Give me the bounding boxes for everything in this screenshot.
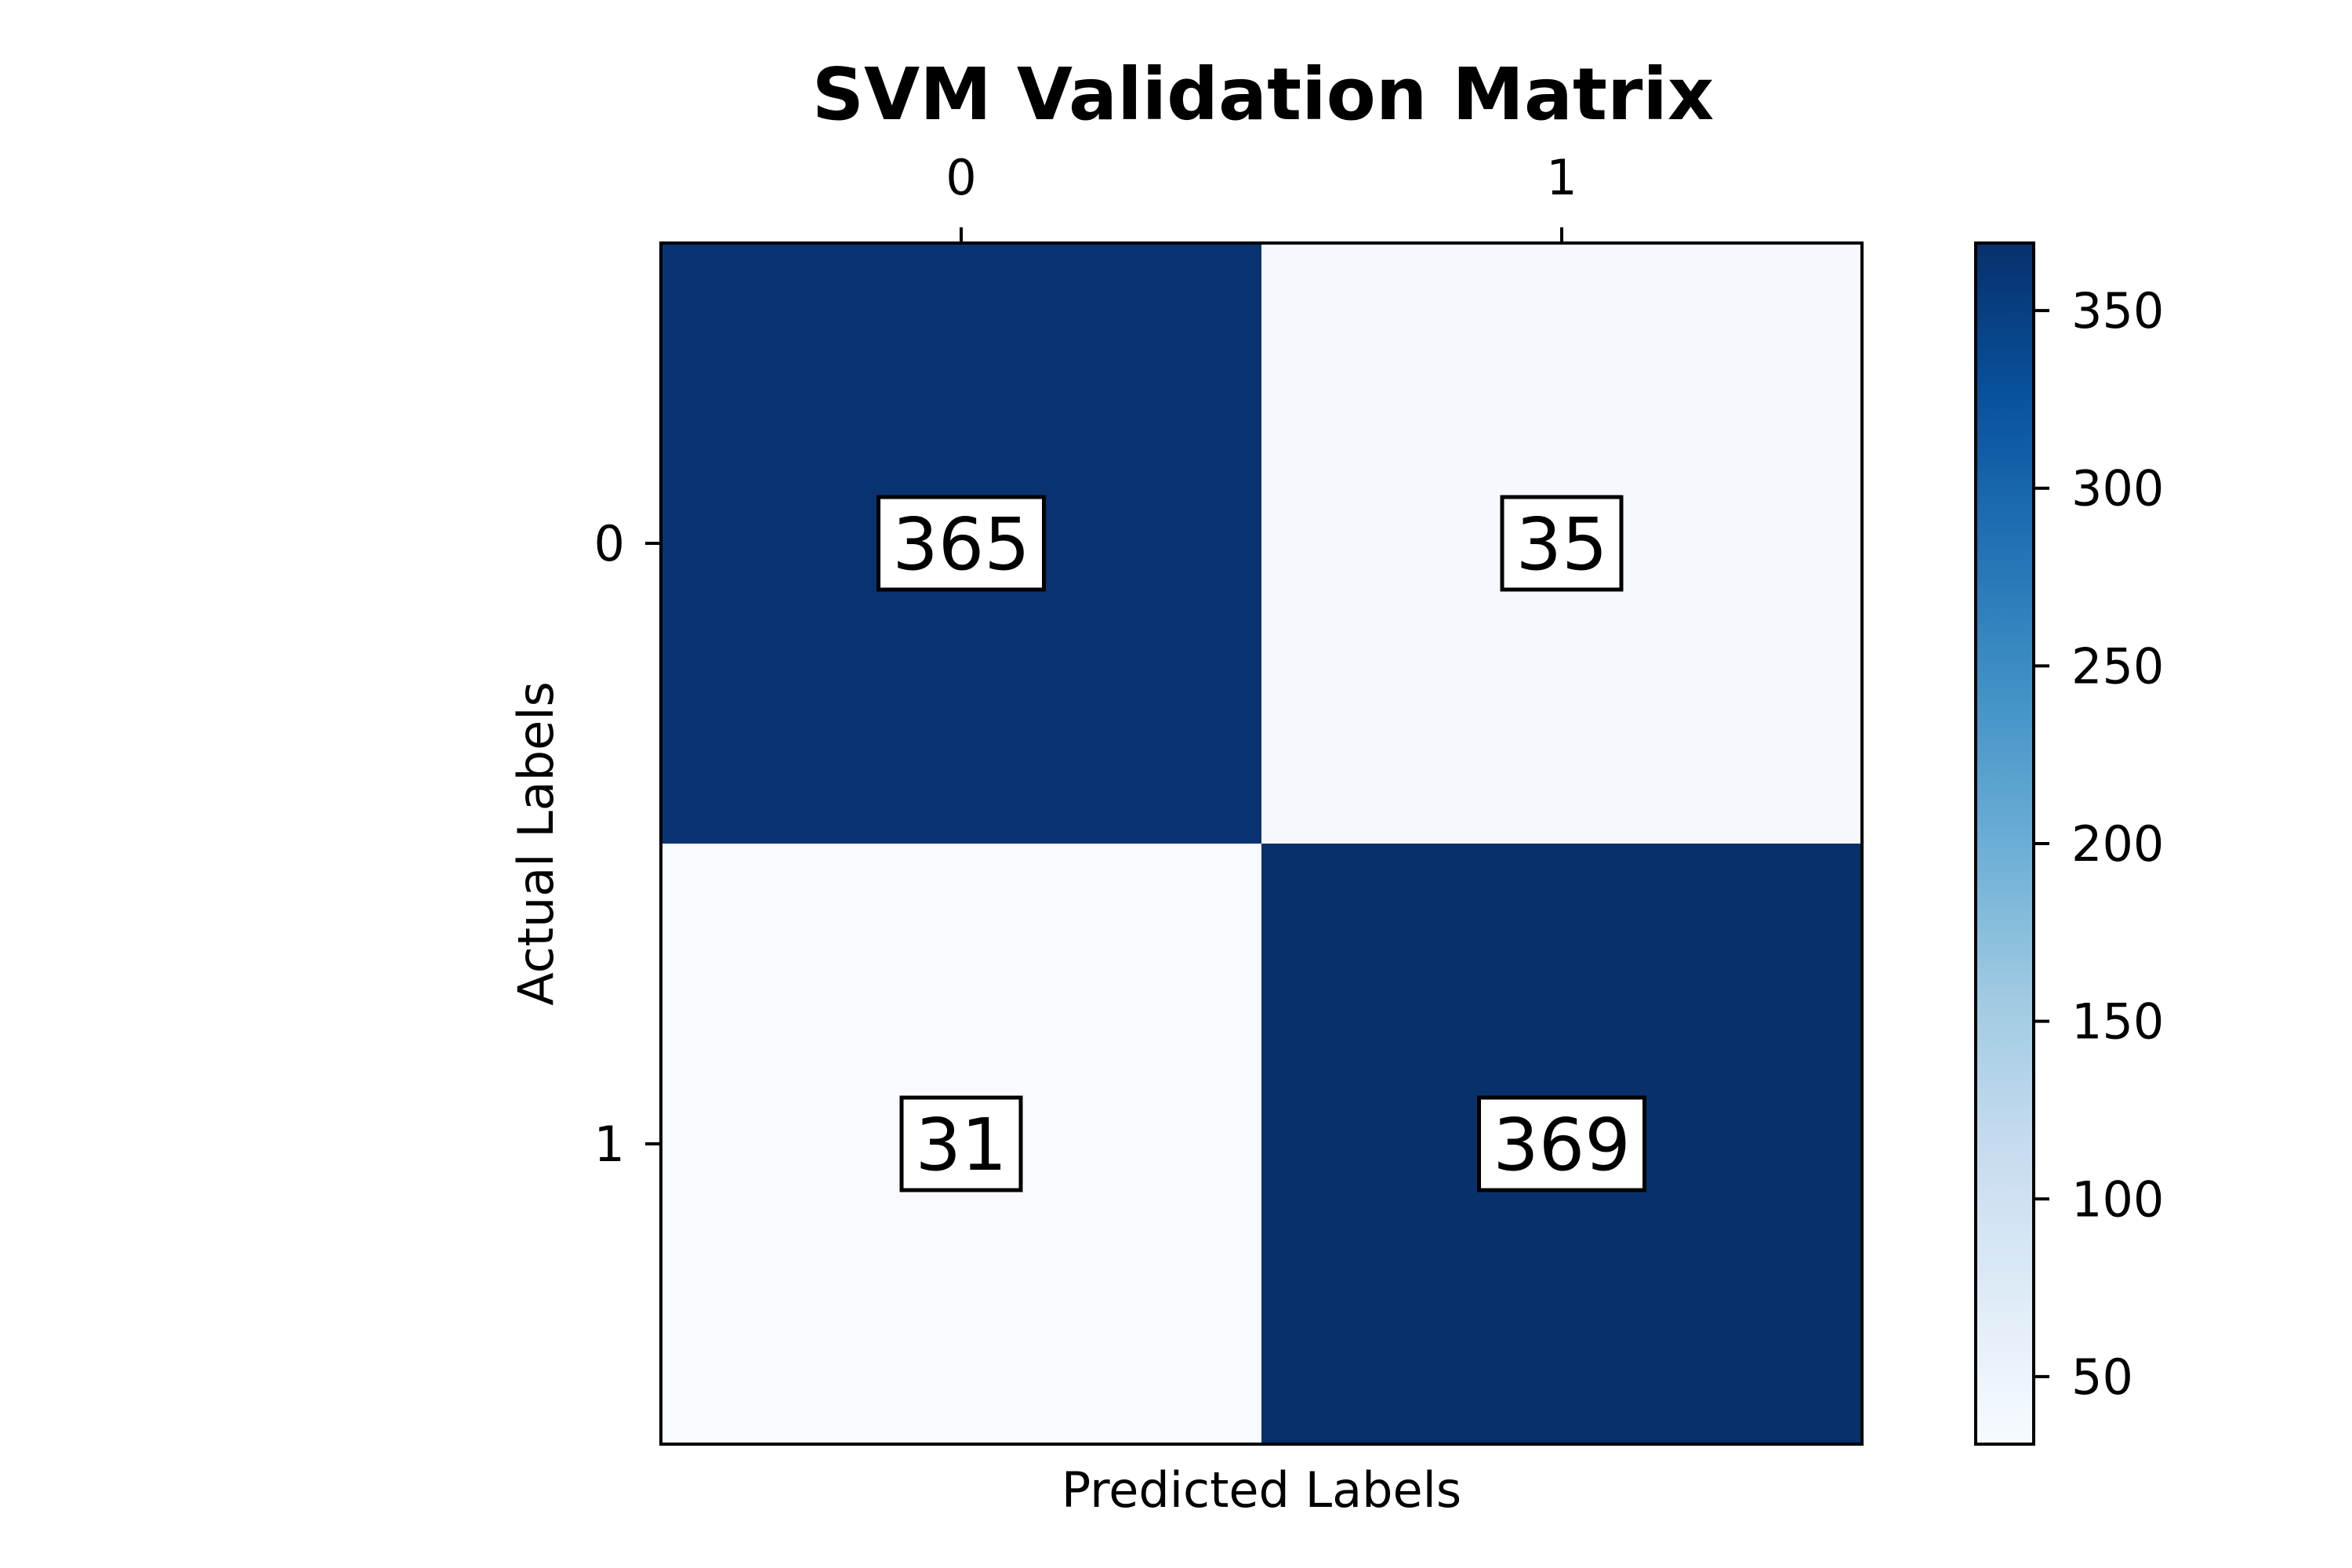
cell-value-label: 35 — [1515, 503, 1607, 586]
colorbar-tick-label: 200 — [2071, 815, 2164, 873]
colorbar-tick-label: 150 — [2071, 993, 2164, 1051]
colorbar — [1974, 241, 2035, 1446]
y-axis-label: Actual Labels — [507, 681, 564, 1006]
colorbar-ticks: 50 100 150 200 250 300 350 — [2034, 282, 2164, 1406]
y-axis-ticks: 01 — [594, 515, 661, 1173]
matrix-cells: 365 35 31 369 — [661, 243, 1863, 1445]
y-tick-label: 1 — [594, 1116, 625, 1173]
cell-value-box — [899, 1095, 1023, 1192]
cell-value-label: 369 — [1493, 1103, 1631, 1187]
colorbar-tick-label: 300 — [2071, 460, 2164, 517]
chart-title: SVM Validation Matrix — [812, 53, 1714, 136]
y-tick-label: 0 — [594, 515, 625, 572]
cell-value-box — [1477, 1095, 1646, 1192]
colorbar-tick-label: 250 — [2071, 637, 2164, 695]
plot-frame — [659, 241, 1864, 1446]
colorbar-tick-label: 350 — [2071, 282, 2164, 339]
cell-value-label: 365 — [892, 503, 1030, 586]
x-axis-label: Predicted Labels — [1062, 1461, 1461, 1519]
cell-value-box — [1500, 495, 1624, 592]
colorbar-tick-label: 50 — [2071, 1348, 2133, 1406]
colorbar-tick-label: 100 — [2071, 1171, 2164, 1228]
x-tick-label: 0 — [946, 149, 976, 206]
cell-value-label: 31 — [915, 1103, 1007, 1187]
x-tick-label: 1 — [1546, 149, 1577, 206]
cell-value-box — [877, 495, 1046, 592]
